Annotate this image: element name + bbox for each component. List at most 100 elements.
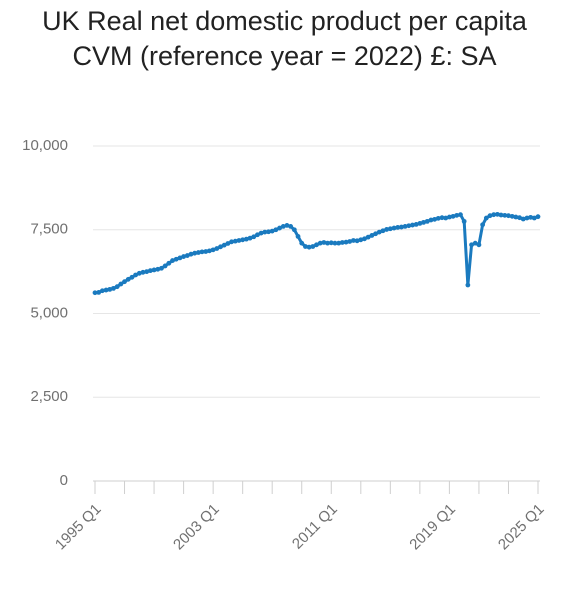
- data-point: [277, 225, 282, 231]
- data-point: [266, 229, 271, 235]
- data-point: [291, 227, 297, 233]
- data-point: [99, 288, 105, 294]
- data-point: [447, 214, 452, 220]
- data-point: [118, 281, 124, 287]
- data-point: [332, 240, 338, 246]
- data-point: [476, 242, 482, 248]
- data-point: [410, 222, 415, 228]
- data-point: [509, 213, 515, 219]
- data-point: [303, 244, 308, 249]
- data-point: [413, 221, 419, 227]
- y-tick-label: 10,000: [22, 137, 68, 154]
- data-point: [218, 244, 223, 250]
- data-point: [177, 255, 183, 261]
- data-point: [461, 218, 467, 224]
- data-point: [232, 238, 238, 244]
- data-point: [376, 229, 382, 235]
- data-point: [166, 260, 172, 266]
- x-tick-label: 2003 Q1: [170, 501, 223, 554]
- data-point: [195, 250, 201, 255]
- data-point: [203, 249, 209, 254]
- data-point: [221, 242, 227, 248]
- x-tick-label: 2011 Q1: [289, 501, 341, 553]
- data-point: [491, 212, 497, 218]
- data-point: [373, 231, 378, 237]
- data-point: [310, 244, 316, 249]
- data-point: [295, 234, 301, 239]
- data-point: [96, 289, 102, 295]
- data-point: [129, 274, 135, 280]
- data-point: [214, 246, 220, 251]
- x-tick-label: 2019 Q1: [406, 501, 459, 554]
- data-point: [144, 269, 150, 275]
- data-point: [402, 224, 408, 229]
- data-point: [325, 240, 330, 246]
- data-point: [465, 282, 471, 288]
- data-point: [384, 227, 390, 232]
- data-point: [240, 237, 246, 243]
- data-point: [435, 215, 441, 221]
- data-point: [184, 253, 190, 258]
- data-point: [513, 214, 519, 220]
- data-point: [273, 227, 279, 233]
- data-point: [347, 239, 353, 244]
- data-point: [450, 213, 456, 219]
- data-line: [94, 212, 539, 295]
- data-point: [351, 238, 356, 243]
- data-point: [469, 242, 474, 248]
- data-point: [107, 286, 113, 292]
- data-point: [111, 285, 116, 291]
- data-point: [432, 216, 438, 222]
- y-tick-label: 7,500: [30, 221, 68, 238]
- chart-title: UK Real net domestic product per capita …: [42, 6, 527, 71]
- data-point: [229, 239, 234, 245]
- data-point: [122, 279, 127, 285]
- data-point: [472, 240, 478, 246]
- data-point: [243, 236, 249, 242]
- data-point: [454, 212, 460, 218]
- y-tick-label: 5,000: [30, 304, 68, 321]
- data-point: [133, 272, 139, 278]
- data-point: [399, 224, 404, 230]
- data-point: [358, 237, 364, 243]
- data-point: [406, 223, 412, 229]
- data-point: [262, 229, 268, 235]
- data-point: [365, 234, 371, 240]
- data-point: [258, 230, 264, 236]
- data-point: [170, 258, 175, 263]
- data-point: [531, 215, 537, 221]
- data-point: [528, 214, 534, 220]
- data-point: [155, 266, 161, 272]
- data-point: [314, 242, 319, 248]
- data-point: [280, 224, 286, 229]
- data-point: [181, 254, 187, 259]
- data-point: [524, 215, 530, 221]
- data-point: [487, 213, 493, 219]
- data-point: [162, 263, 168, 269]
- data-point: [210, 247, 216, 253]
- data-point: [140, 269, 146, 275]
- data-point: [458, 212, 463, 218]
- data-point: [502, 212, 508, 218]
- data-point: [480, 222, 486, 228]
- data-point: [343, 239, 349, 245]
- data-point: [284, 222, 290, 228]
- data-point: [159, 265, 164, 271]
- data-point: [395, 225, 401, 230]
- data-point: [506, 213, 511, 219]
- data-point: [380, 228, 386, 234]
- data-point: [336, 240, 342, 246]
- data-point: [136, 270, 142, 276]
- data-point: [255, 232, 260, 238]
- data-point: [188, 251, 194, 257]
- data-point: [328, 240, 334, 246]
- data-point: [92, 290, 98, 296]
- data-point: [520, 216, 526, 222]
- data-point: [498, 212, 504, 218]
- data-point: [354, 238, 360, 244]
- data-point: [103, 287, 109, 293]
- data-point: [173, 256, 179, 262]
- data-point: [494, 211, 500, 217]
